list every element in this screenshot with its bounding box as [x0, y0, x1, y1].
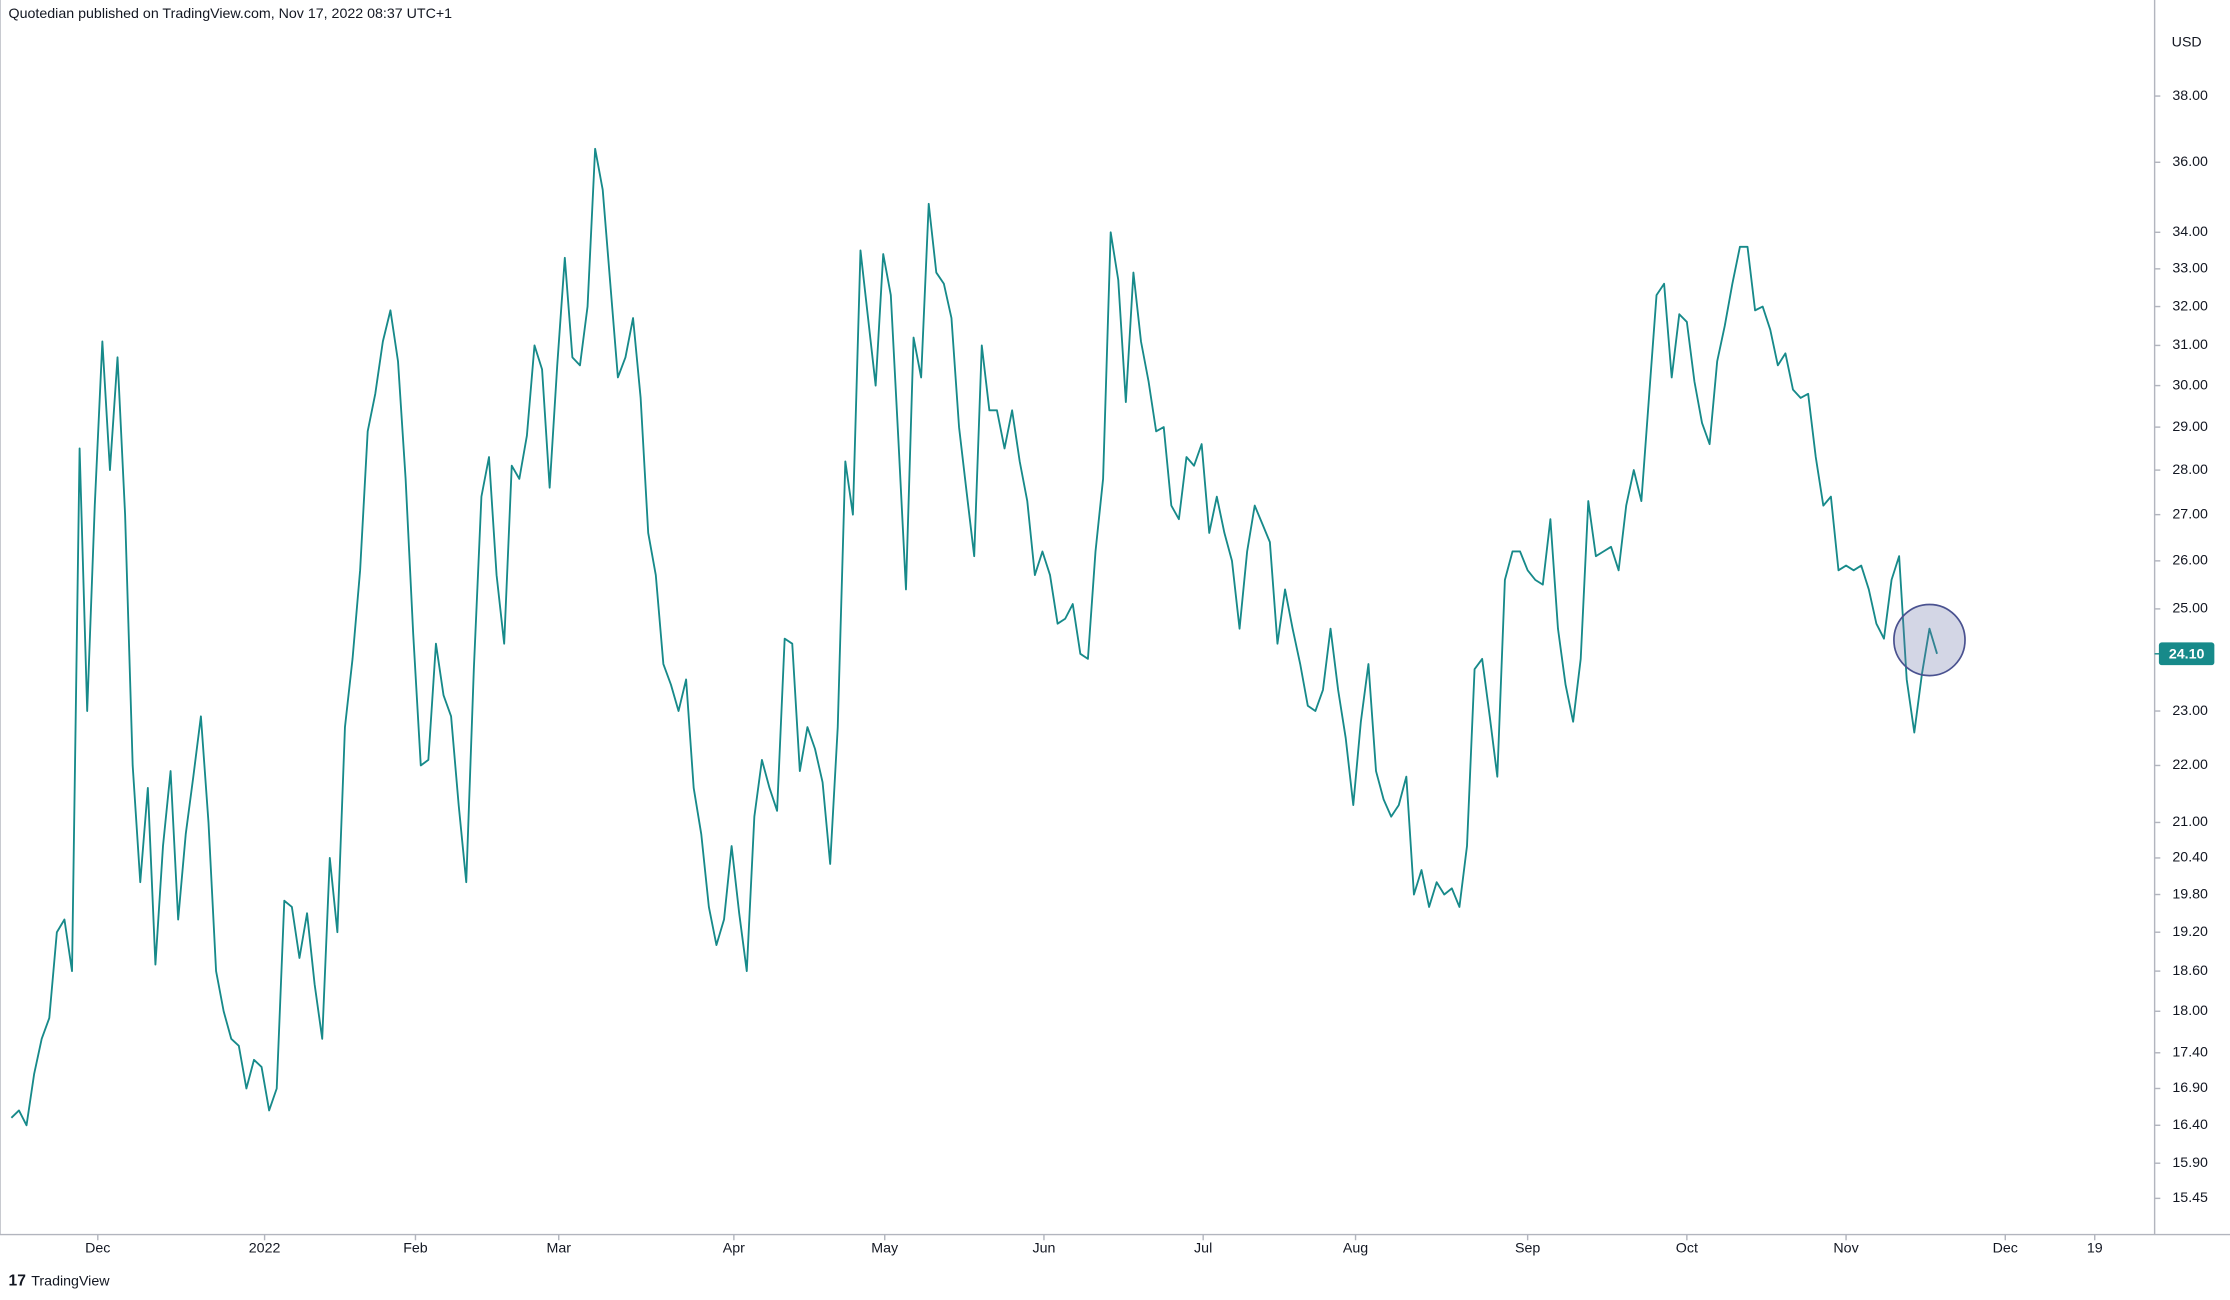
y-tick-label: 23.00 [2172, 703, 2208, 719]
y-tick-label: 38.00 [2172, 88, 2208, 104]
y-tick-label: 16.90 [2172, 1080, 2208, 1096]
x-tick-label: Jul [1194, 1241, 1212, 1257]
y-tick-label: 18.00 [2172, 1003, 2208, 1019]
last-price-box [2158, 642, 2215, 666]
x-tick-label: 2022 [249, 1241, 281, 1257]
y-tick-label: 28.00 [2172, 462, 2208, 478]
x-tick-label: Jun [1032, 1241, 1055, 1257]
x-tick-label: Feb [403, 1241, 428, 1257]
y-tick-label: 19.80 [2172, 886, 2208, 902]
logo: 17 TradingView [9, 1273, 111, 1290]
y-tick-label: 21.00 [2172, 814, 2208, 830]
y-tick-label: 16.40 [2172, 1117, 2208, 1133]
y-tick-label: 15.45 [2172, 1190, 2208, 1206]
y-tick-label: 36.00 [2172, 154, 2208, 170]
x-tick-label: Aug [1343, 1241, 1368, 1257]
logo-mark: 17 [9, 1273, 26, 1290]
x-tick-label: Dec [85, 1241, 110, 1257]
y-tick-label: 33.00 [2172, 261, 2208, 277]
x-tick-label: 19 [2087, 1241, 2103, 1257]
y-tick-label: 19.20 [2172, 924, 2208, 940]
y-tick-label: 30.00 [2172, 377, 2208, 393]
y-tick-label: 29.00 [2172, 419, 2208, 435]
x-tick-label: Apr [723, 1241, 745, 1257]
y-tick-label: 18.60 [2172, 963, 2208, 979]
price-line [10, 147, 1938, 1127]
x-tick-label: Nov [1833, 1241, 1859, 1257]
header: Quotedian published on TradingView.com, … [9, 6, 453, 22]
last-price-label: 24.10 [2169, 646, 2205, 662]
y-tick-label: 32.00 [2172, 298, 2208, 314]
currency: USD [2172, 34, 2202, 50]
y-tick-label: 31.00 [2172, 337, 2208, 353]
y-tick-label: 20.40 [2172, 850, 2208, 866]
y-tick-label: 27.00 [2172, 506, 2208, 522]
y-tick-label: 25.00 [2172, 601, 2208, 617]
x-tick-label: Oct [1676, 1241, 1698, 1257]
highlight-circle [1893, 603, 1966, 677]
y-tick-label: 17.40 [2172, 1045, 2208, 1061]
y-tick-label: 22.00 [2172, 757, 2208, 773]
x-tick-label: Mar [546, 1241, 571, 1257]
y-tick-label: 26.00 [2172, 553, 2208, 569]
x-tick-label: Sep [1515, 1241, 1540, 1257]
x-tick-label: Dec [1993, 1241, 2018, 1257]
footer: TradingView [31, 1273, 110, 1289]
x-tick-label: May [871, 1241, 899, 1257]
y-tick-label: 34.00 [2172, 224, 2208, 240]
y-tick-label: 15.90 [2172, 1155, 2208, 1171]
